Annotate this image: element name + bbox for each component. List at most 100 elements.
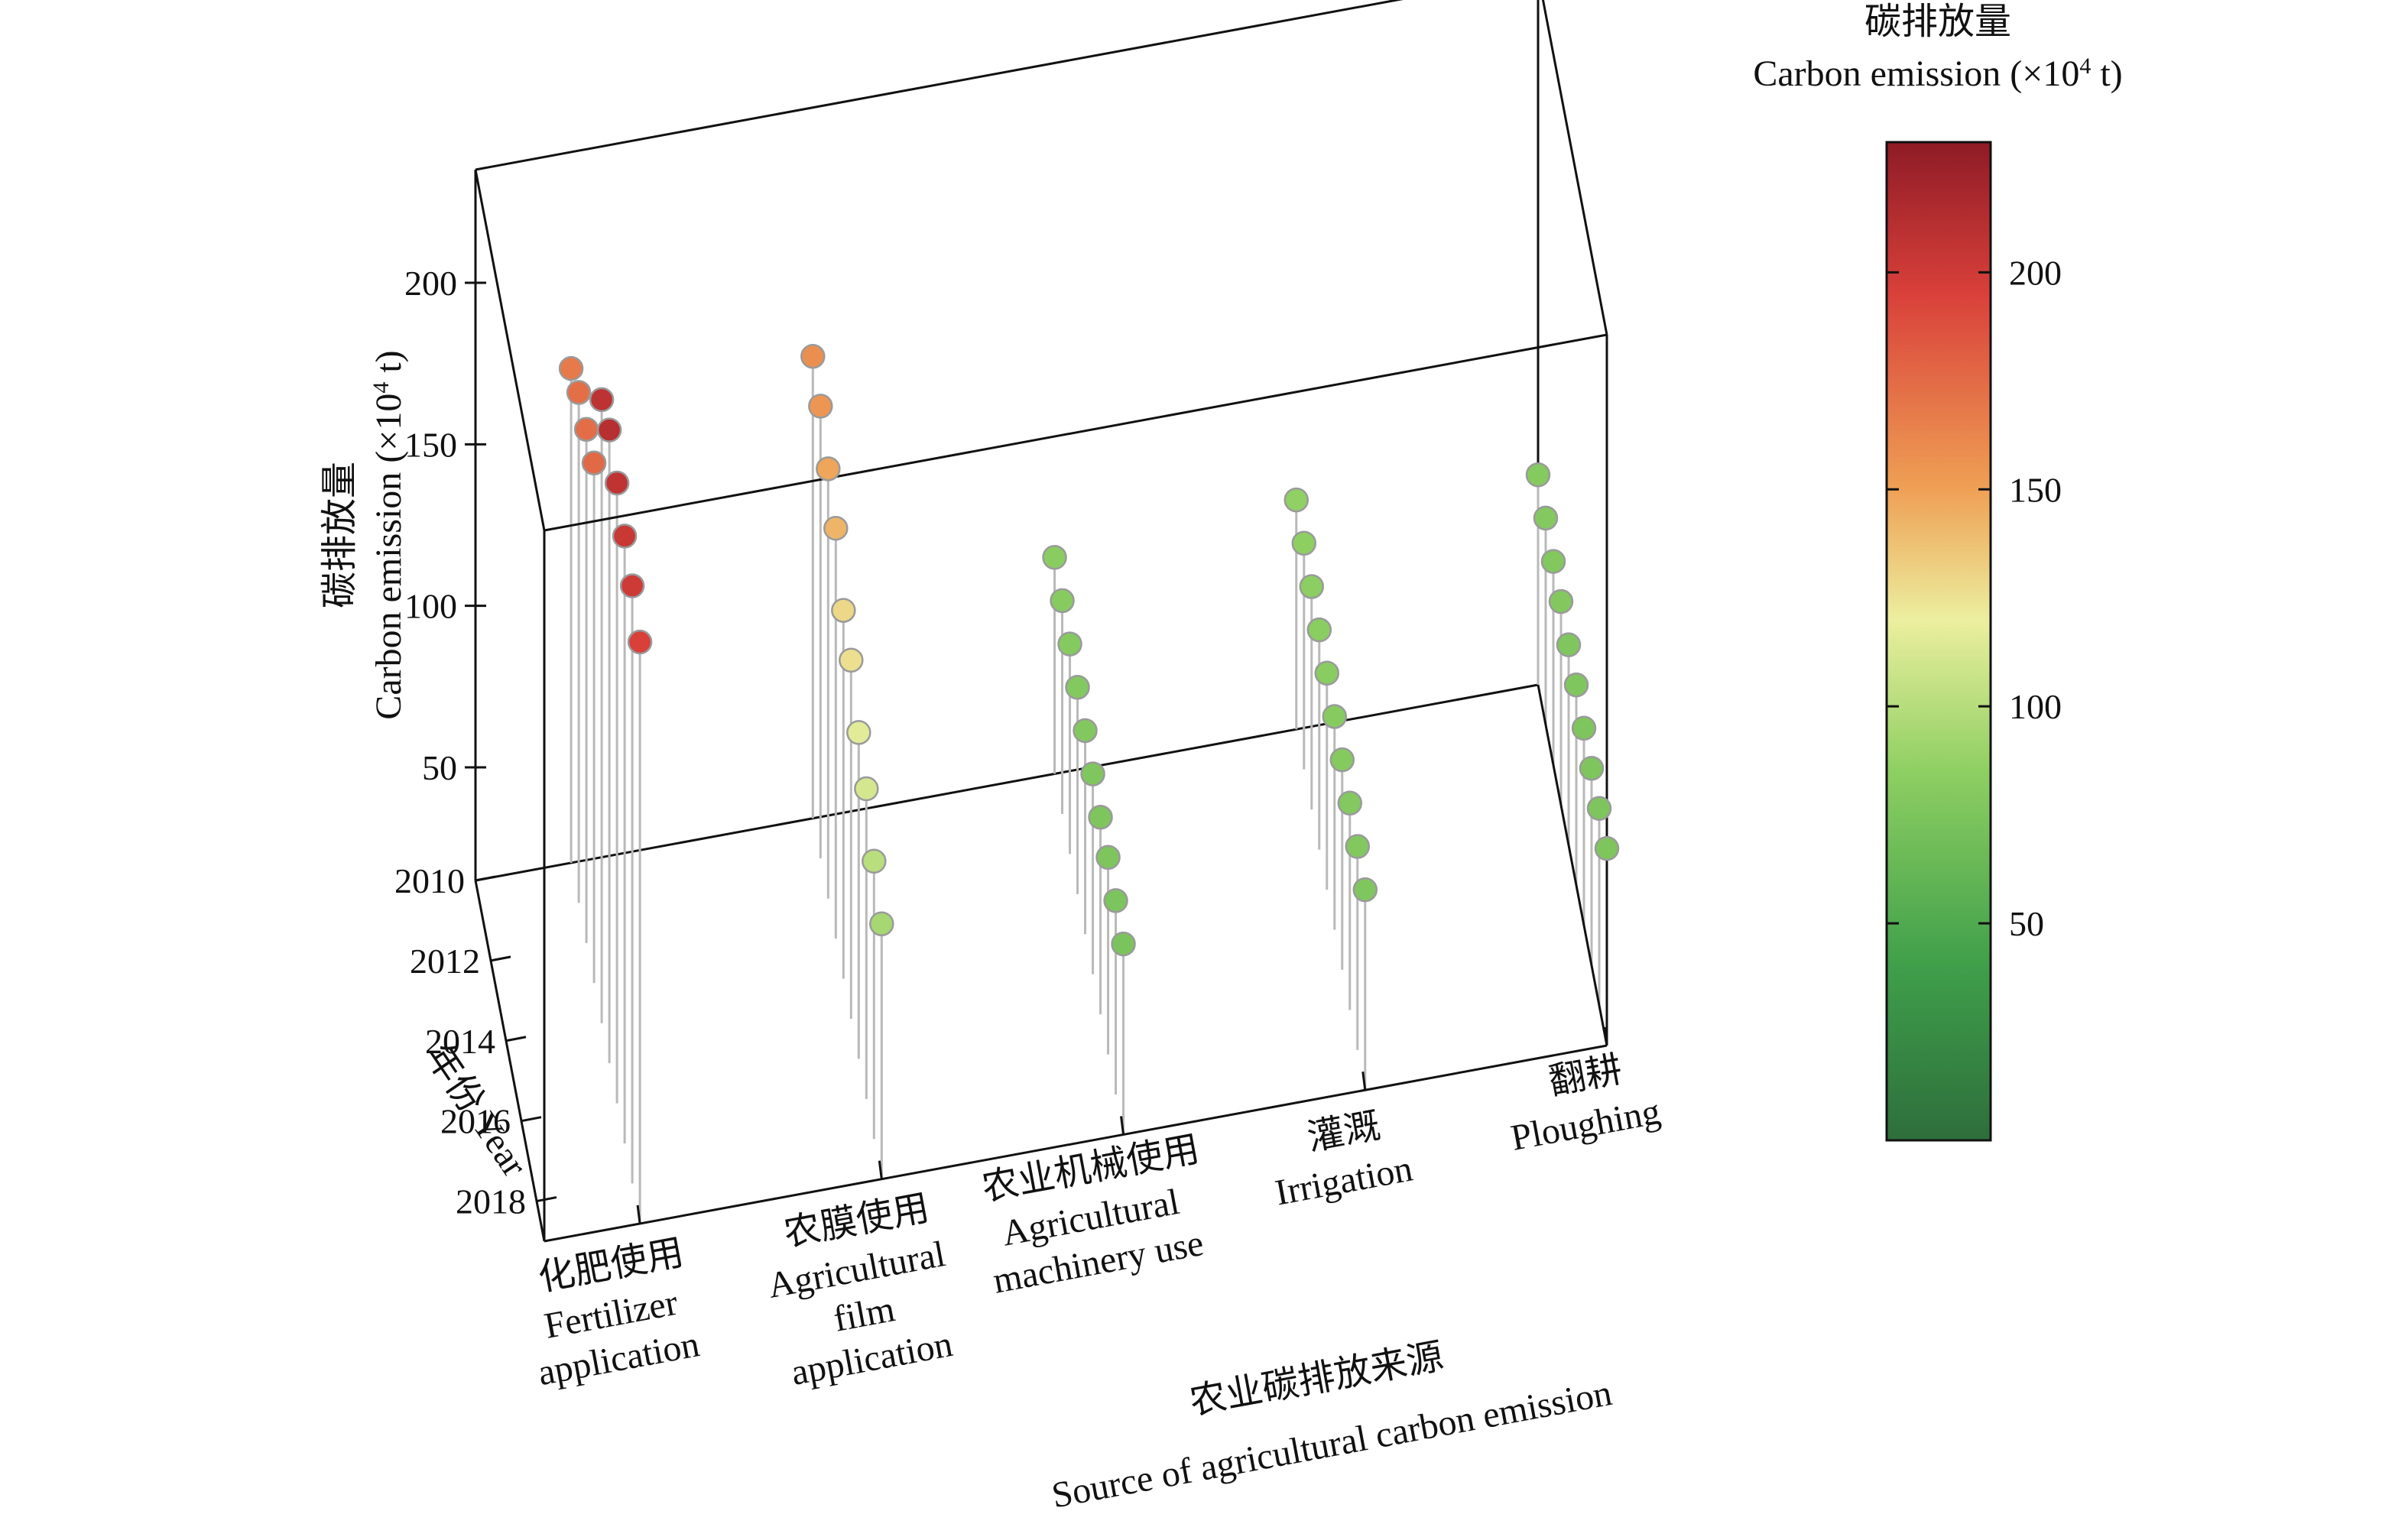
data-point-s3-y2016 xyxy=(1329,747,1355,773)
year-tick-label: 2018 xyxy=(456,1182,526,1221)
data-point-s4-y2017 xyxy=(1579,755,1605,781)
year-tick-label: 2010 xyxy=(394,861,465,900)
year-tick-mark xyxy=(475,875,496,882)
data-point-s3-y2014 xyxy=(1314,660,1340,686)
data-point-s1-y2016 xyxy=(846,720,871,745)
data-point-s4-y2015 xyxy=(1563,672,1589,698)
box-edge-right-top xyxy=(1541,0,1608,336)
z-axis-title-en: Carbon emission (×104 t) xyxy=(368,350,410,719)
z-axis-title-text: Carbon emission (×10 xyxy=(368,394,409,720)
colorbar: 50 100 150 200 碳排放量 Carbon emission (×104 t) xyxy=(1753,2,2123,1142)
colorbar-title-tail: t) xyxy=(2091,54,2122,94)
z-axis-title-tail: t) xyxy=(368,350,409,381)
z-tick-label: 50 xyxy=(422,748,457,787)
data-point-s2-y2013 xyxy=(1065,675,1090,700)
data-point-s4-y2010 xyxy=(1525,462,1551,488)
box-edge-back-bottom xyxy=(475,683,1539,882)
source-label-cn: 灌溉 xyxy=(1304,1105,1384,1159)
source-label-cn: 翻耕 xyxy=(1546,1049,1625,1103)
data-point-s3-y2013 xyxy=(1306,617,1332,643)
box-edge-source-axis xyxy=(544,1044,1608,1243)
data-point-s2-y2015 xyxy=(1080,761,1105,786)
source-tick-mark xyxy=(878,1160,883,1179)
data-point-s0-y2016 xyxy=(604,470,630,496)
data-point-s2-y2016 xyxy=(1088,805,1113,830)
data-point-s2-y2012 xyxy=(1057,631,1082,657)
source-axis: 化肥使用Fertilizerapplication农膜使用Agricultura… xyxy=(535,1026,1663,1516)
data-point-s4-y2014 xyxy=(1556,632,1582,657)
year-tick-label: 2014 xyxy=(425,1022,495,1061)
data-point-s3-y2019 xyxy=(1352,877,1378,903)
colorbar-gradient xyxy=(1885,141,1992,1142)
year-tick-mark xyxy=(490,955,511,962)
data-point-s1-y2013 xyxy=(823,515,849,541)
data-point-s4-y2012 xyxy=(1540,549,1566,574)
data-point-s0-y2014 xyxy=(589,387,615,413)
source-tick-mark xyxy=(636,1205,641,1224)
data-point-s0-y2018 xyxy=(619,573,645,598)
data-point-s4-y2013 xyxy=(1548,589,1574,614)
year-tick-label: 2012 xyxy=(410,942,480,981)
colorbar-tick-label: 100 xyxy=(2009,687,2062,726)
data-point-s0-y2011 xyxy=(566,380,592,405)
z-tick-label: 150 xyxy=(404,425,457,464)
source-label-en: film xyxy=(830,1289,897,1340)
data-point-s2-y2018 xyxy=(1103,888,1128,913)
year-tick-mark xyxy=(536,1196,557,1203)
data-point-s0-y2013 xyxy=(581,450,607,475)
box-edge-back-top xyxy=(475,0,1404,171)
data-point-s1-y2018 xyxy=(862,848,887,874)
data-point-s1-y2012 xyxy=(816,456,841,482)
data-point-s0-y2017 xyxy=(612,524,638,549)
source-tick-mark xyxy=(1120,1116,1125,1135)
data-point-s1-y2015 xyxy=(839,647,864,673)
data-point-s2-y2019 xyxy=(1111,931,1136,957)
source-label-en: Irrigation xyxy=(1272,1148,1416,1213)
z-axis: 50 100 150 200 碳排放量 Carbon emission (×104 t) xyxy=(320,264,486,787)
plot-box-back-edges xyxy=(474,0,1608,882)
data-point-s1-y2017 xyxy=(854,776,879,802)
data-point-s4-y2016 xyxy=(1571,715,1597,741)
year-tick-mark xyxy=(505,1036,527,1042)
colorbar-tick-label: 200 xyxy=(2009,253,2062,292)
data-point-s3-y2018 xyxy=(1345,834,1371,859)
box-edge-left-top xyxy=(474,169,546,531)
data-point-s3-y2012 xyxy=(1299,574,1325,599)
data-point-s1-y2014 xyxy=(831,598,856,623)
data-point-s1-y2019 xyxy=(869,911,894,937)
stems xyxy=(570,356,1608,1224)
data-point-s3-y2010 xyxy=(1284,487,1309,513)
colorbar-title-cn: 碳排放量 xyxy=(1864,2,2011,42)
source-label-en: application xyxy=(788,1324,956,1393)
year-tick-label: 2016 xyxy=(440,1102,511,1141)
data-point-s2-y2014 xyxy=(1073,718,1098,744)
year-tick-mark xyxy=(521,1116,542,1123)
colorbar-tick-label: 50 xyxy=(2009,904,2044,943)
data-point-s2-y2010 xyxy=(1042,545,1067,570)
source-tick-mark xyxy=(1603,1026,1608,1046)
z-axis-title-cn: 碳排放量 xyxy=(320,462,360,608)
colorbar-tick-label: 150 xyxy=(2009,470,2062,509)
data-point-s3-y2011 xyxy=(1291,530,1317,556)
data-point-s4-y2011 xyxy=(1533,505,1559,531)
data-point-s2-y2011 xyxy=(1050,588,1075,614)
data-point-s3-y2017 xyxy=(1337,790,1363,816)
data-point-s2-y2017 xyxy=(1095,845,1121,870)
data-point-s0-y2019 xyxy=(627,629,653,655)
colorbar-title-sup: 4 xyxy=(2079,54,2091,79)
data-point-s1-y2011 xyxy=(808,394,833,419)
source-tick-mark xyxy=(1361,1072,1367,1091)
data-point-s1-y2010 xyxy=(800,343,826,369)
colorbar-title-text: Carbon emission (×10 xyxy=(1753,54,2079,94)
z-tick-label: 100 xyxy=(404,587,457,626)
data-point-s4-y2018 xyxy=(1586,796,1612,821)
box-edge-year-axis xyxy=(474,880,546,1242)
box-edge-front-top xyxy=(544,333,1608,532)
data-point-s0-y2012 xyxy=(573,417,599,442)
data-point-s0-y2010 xyxy=(558,355,584,381)
source-label-en: Ploughing xyxy=(1507,1091,1663,1159)
z-axis-title-sup: 4 xyxy=(368,382,394,394)
data-points xyxy=(558,343,1620,957)
data-point-s3-y2015 xyxy=(1322,704,1348,729)
